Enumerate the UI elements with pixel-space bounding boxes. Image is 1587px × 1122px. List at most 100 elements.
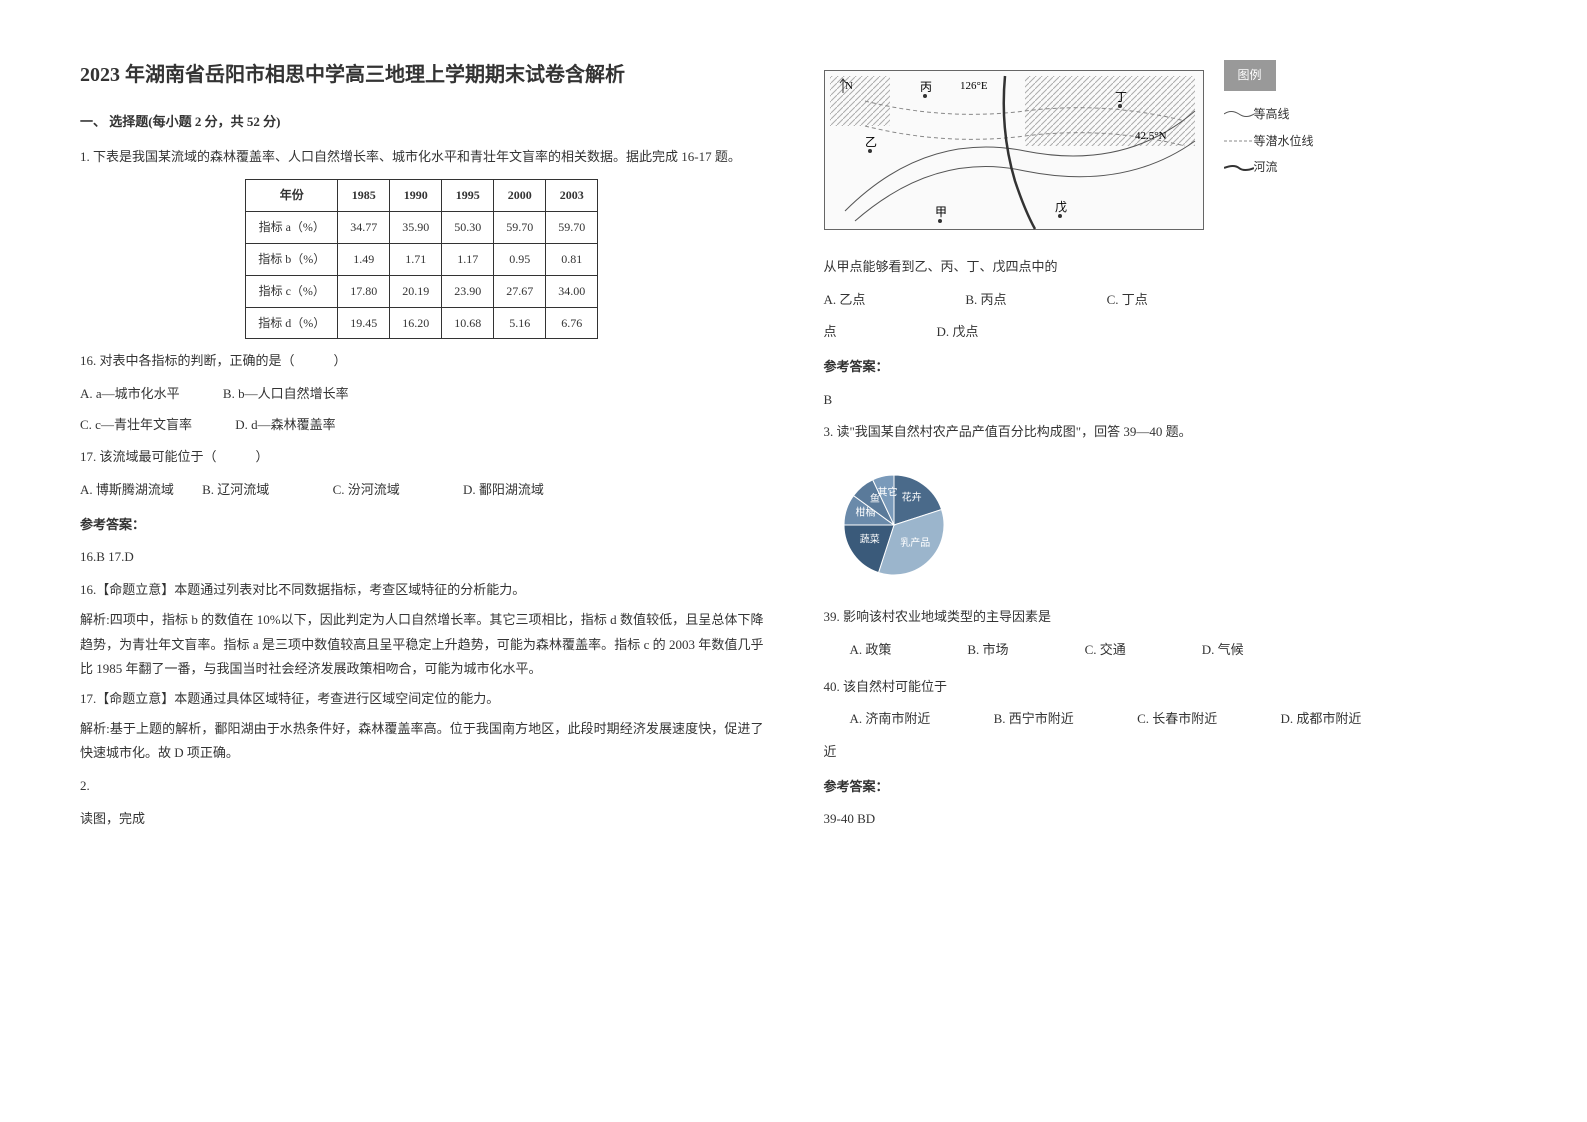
map-legend: 图例 等高线 等潜水位线 河流 bbox=[1224, 60, 1314, 183]
q2-intro: 读图，完成 bbox=[80, 807, 764, 832]
q16-optD: D. d—森林覆盖率 bbox=[235, 413, 335, 438]
table-cell: 34.00 bbox=[546, 275, 598, 307]
q39-optD: D. 气候 bbox=[1176, 638, 1244, 663]
table-cell: 6.76 bbox=[546, 307, 598, 339]
table-header-cell: 1985 bbox=[338, 180, 390, 212]
pie-slice-label: 花卉 bbox=[901, 491, 921, 504]
map-label-north: N bbox=[845, 80, 853, 92]
q3-intro: 3. 读"我国某自然村农产品产值百分比构成图"，回答 39—40 题。 bbox=[824, 420, 1508, 445]
q1-intro: 1. 下表是我国某流域的森林覆盖率、人口自然增长率、城市化水平和青壮年文盲率的相… bbox=[80, 145, 764, 170]
q17-optA: A. 博斯腾湖流域 bbox=[80, 478, 174, 503]
q1-answer: 16.B 17.D bbox=[80, 545, 764, 570]
legend-river-label: 河流 bbox=[1254, 156, 1278, 179]
q2-options-row1: A. 乙点 B. 丙点 C. 丁点 bbox=[824, 288, 1508, 313]
table-cell: 5.16 bbox=[494, 307, 546, 339]
section-header: 一、 选择题(每小题 2 分，共 52 分) bbox=[80, 110, 764, 135]
table-cell: 0.95 bbox=[494, 243, 546, 275]
q40-stem: 40. 该自然村可能位于 bbox=[824, 675, 1508, 700]
table-cell: 27.67 bbox=[494, 275, 546, 307]
table-header-cell: 1995 bbox=[442, 180, 494, 212]
q2-answer-label: 参考答案： bbox=[824, 355, 1508, 380]
pie-slice-label: 乳产品 bbox=[900, 536, 930, 549]
table-row: 指标 d（%）19.4516.2010.685.166.76 bbox=[246, 307, 598, 339]
q17-optB: B. 辽河流域 bbox=[202, 478, 269, 503]
left-column: 2023 年湖南省岳阳市相思中学高三地理上学期期末试卷含解析 一、 选择题(每小… bbox=[80, 60, 764, 840]
table-cell: 指标 c（%） bbox=[246, 275, 338, 307]
q3-answer-label: 参考答案： bbox=[824, 775, 1508, 800]
q40-optD: D. 成都市附近 bbox=[1280, 707, 1361, 732]
table-cell: 20.19 bbox=[390, 275, 442, 307]
q16-analysis-title: 16.【命题立意】本题通过列表对比不同数据指标，考查区域特征的分析能力。 bbox=[80, 578, 764, 603]
legend-contour: 等高线 bbox=[1224, 103, 1314, 126]
q1-data-table: 年份19851990199520002003 指标 a（%）34.7735.90… bbox=[245, 179, 598, 339]
legend-river: 河流 bbox=[1224, 156, 1314, 179]
q16-optC: C. c—青壮年文盲率 bbox=[80, 413, 192, 438]
table-cell: 1.71 bbox=[390, 243, 442, 275]
map-label-wu: 戊 bbox=[1055, 200, 1067, 214]
map-label-lat: 42.5°N bbox=[1135, 130, 1167, 142]
table-cell: 10.68 bbox=[442, 307, 494, 339]
q40-optA: A. 济南市附近 bbox=[824, 707, 931, 732]
q39-options: A. 政策 B. 市场 C. 交通 D. 气候 bbox=[824, 638, 1508, 663]
q2-options-row2: 点 D. 戊点 bbox=[824, 320, 1508, 345]
legend-contour-label: 等高线 bbox=[1254, 103, 1290, 126]
pie-svg: 花卉乳产品蔬菜柑橘鱼其它 bbox=[824, 455, 964, 595]
q2-optC-cont: 点 bbox=[824, 320, 837, 345]
q17-optC: C. 汾河流域 bbox=[333, 478, 400, 503]
table-cell: 16.20 bbox=[390, 307, 442, 339]
table-header-cell: 1990 bbox=[390, 180, 442, 212]
legend-water: 等潜水位线 bbox=[1224, 130, 1314, 153]
table-cell: 23.90 bbox=[442, 275, 494, 307]
q2-num: 2. bbox=[80, 774, 764, 799]
q17-options: A. 博斯腾湖流域 B. 辽河流域 C. 汾河流域 D. 鄱阳湖流域 bbox=[80, 478, 764, 503]
q16-analysis-body: 解析:四项中，指标 b 的数值在 10%以下，因此判定为人口自然增长率。其它三项… bbox=[80, 608, 764, 682]
q2-optD: D. 戊点 bbox=[937, 320, 979, 345]
table-cell: 指标 a（%） bbox=[246, 212, 338, 244]
q39-optB: B. 市场 bbox=[941, 638, 1008, 663]
pie-slice-label: 蔬菜 bbox=[859, 534, 879, 546]
table-cell: 59.70 bbox=[494, 212, 546, 244]
table-header-cell: 2000 bbox=[494, 180, 546, 212]
q40-options: A. 济南市附近 B. 西宁市附近 C. 长春市附近 D. 成都市附近 bbox=[824, 707, 1508, 732]
map-label-jia: 甲 bbox=[935, 205, 947, 219]
table-cell: 35.90 bbox=[390, 212, 442, 244]
q16-options-2: C. c—青壮年文盲率 D. d—森林覆盖率 bbox=[80, 413, 764, 438]
pie-slice-label: 其它 bbox=[877, 486, 897, 499]
q39-optA: A. 政策 bbox=[824, 638, 892, 663]
exam-title: 2023 年湖南省岳阳市相思中学高三地理上学期期末试卷含解析 bbox=[80, 60, 764, 90]
table-cell: 1.49 bbox=[338, 243, 390, 275]
table-cell: 34.77 bbox=[338, 212, 390, 244]
legend-title: 图例 bbox=[1224, 60, 1276, 91]
q39-stem: 39. 影响该村农业地域类型的主导因素是 bbox=[824, 605, 1508, 630]
q3-pie-figure: 花卉乳产品蔬菜柑橘鱼其它 bbox=[824, 455, 964, 595]
q2-optB: B. 丙点 bbox=[965, 288, 1006, 313]
table-cell: 1.17 bbox=[442, 243, 494, 275]
right-column: N 丙 126°E 乙 42.5°N 甲 戊 丁 bbox=[824, 60, 1508, 840]
table-cell: 59.70 bbox=[546, 212, 598, 244]
map-svg: N 丙 126°E 乙 42.5°N 甲 戊 丁 bbox=[825, 71, 1205, 231]
legend-water-label: 等潜水位线 bbox=[1254, 130, 1314, 153]
table-cell: 19.45 bbox=[338, 307, 390, 339]
q16-optA: A. a—城市化水平 bbox=[80, 382, 180, 407]
q40-optD-cont: 近 bbox=[824, 740, 1508, 765]
map-label-ding: 丁 bbox=[1115, 90, 1127, 104]
table-cell: 0.81 bbox=[546, 243, 598, 275]
q17-optD: D. 鄱阳湖流域 bbox=[463, 478, 544, 503]
table-row: 指标 c（%）17.8020.1923.9027.6734.00 bbox=[246, 275, 598, 307]
q2-optA: A. 乙点 bbox=[824, 288, 866, 313]
q39-optC: C. 交通 bbox=[1059, 638, 1126, 663]
q40-optB: B. 西宁市附近 bbox=[994, 707, 1074, 732]
table-header-cell: 年份 bbox=[246, 180, 338, 212]
q2-map-figure: N 丙 126°E 乙 42.5°N 甲 戊 丁 bbox=[824, 70, 1204, 230]
table-header-cell: 2003 bbox=[546, 180, 598, 212]
table-row: 指标 b（%）1.491.711.170.950.81 bbox=[246, 243, 598, 275]
map-label-lon: 126°E bbox=[960, 80, 988, 92]
map-label-bing: 丙 bbox=[920, 80, 932, 94]
q16-stem: 16. 对表中各指标的判断，正确的是（ ） bbox=[80, 349, 764, 374]
map-label-yi: 乙 bbox=[865, 135, 877, 149]
q17-analysis-body: 解析:基于上题的解析，鄱阳湖由于水热条件好，森林覆盖率高。位于我国南方地区，此段… bbox=[80, 717, 764, 766]
q2-optC: C. 丁点 bbox=[1107, 288, 1148, 313]
q17-stem: 17. 该流域最可能位于（ ） bbox=[80, 445, 764, 470]
table-cell: 指标 b（%） bbox=[246, 243, 338, 275]
table-cell: 17.80 bbox=[338, 275, 390, 307]
